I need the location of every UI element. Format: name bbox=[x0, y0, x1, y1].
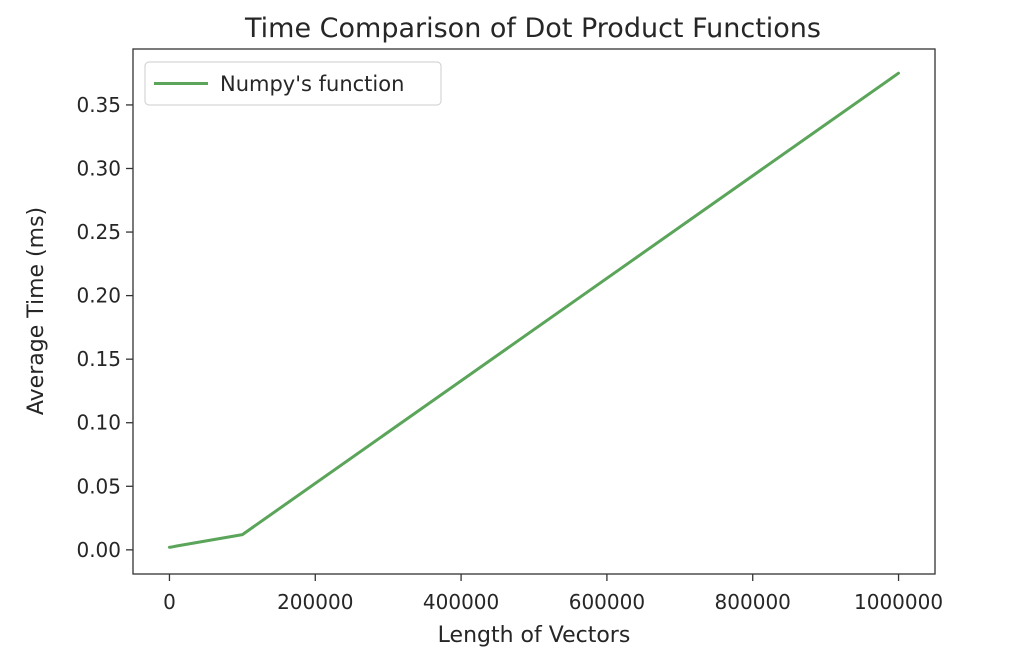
plot-frame bbox=[132, 48, 936, 575]
legend-label-numpy: Numpy's function bbox=[220, 72, 404, 96]
chart-title: Time Comparison of Dot Product Functions bbox=[244, 13, 821, 44]
x-tick-label: 400000 bbox=[423, 590, 499, 614]
x-tick-label: 0 bbox=[163, 590, 176, 614]
x-axis-label: Length of Vectors bbox=[438, 623, 631, 648]
y-tick-label: 0.00 bbox=[76, 538, 121, 562]
y-tick-label: 0.30 bbox=[76, 156, 121, 180]
series-layer bbox=[168, 71, 900, 549]
y-tick-label: 0.35 bbox=[76, 93, 121, 117]
y-axis-label: Average Time (ms) bbox=[24, 207, 49, 415]
plot-area bbox=[132, 48, 936, 575]
series-line-numpy bbox=[168, 71, 900, 549]
legend-box bbox=[144, 61, 442, 106]
x-tick-label: 800000 bbox=[715, 590, 791, 614]
y-tick-label: 0.10 bbox=[76, 411, 121, 435]
x-axis: 0 200000 400000 600000 800000 1000000 bbox=[163, 574, 943, 614]
y-axis: 0.00 0.05 0.10 0.15 0.20 0.25 0.30 0.35 bbox=[76, 93, 133, 562]
x-tick-label: 600000 bbox=[569, 590, 645, 614]
y-tick-label: 0.25 bbox=[76, 220, 121, 244]
x-tick-label: 200000 bbox=[277, 590, 353, 614]
y-tick-label: 0.20 bbox=[76, 284, 121, 308]
y-tick-label: 0.05 bbox=[76, 474, 121, 498]
legend: Numpy's function bbox=[144, 61, 442, 106]
y-tick-label: 0.15 bbox=[76, 347, 121, 371]
x-tick-label: 1000000 bbox=[854, 590, 943, 614]
